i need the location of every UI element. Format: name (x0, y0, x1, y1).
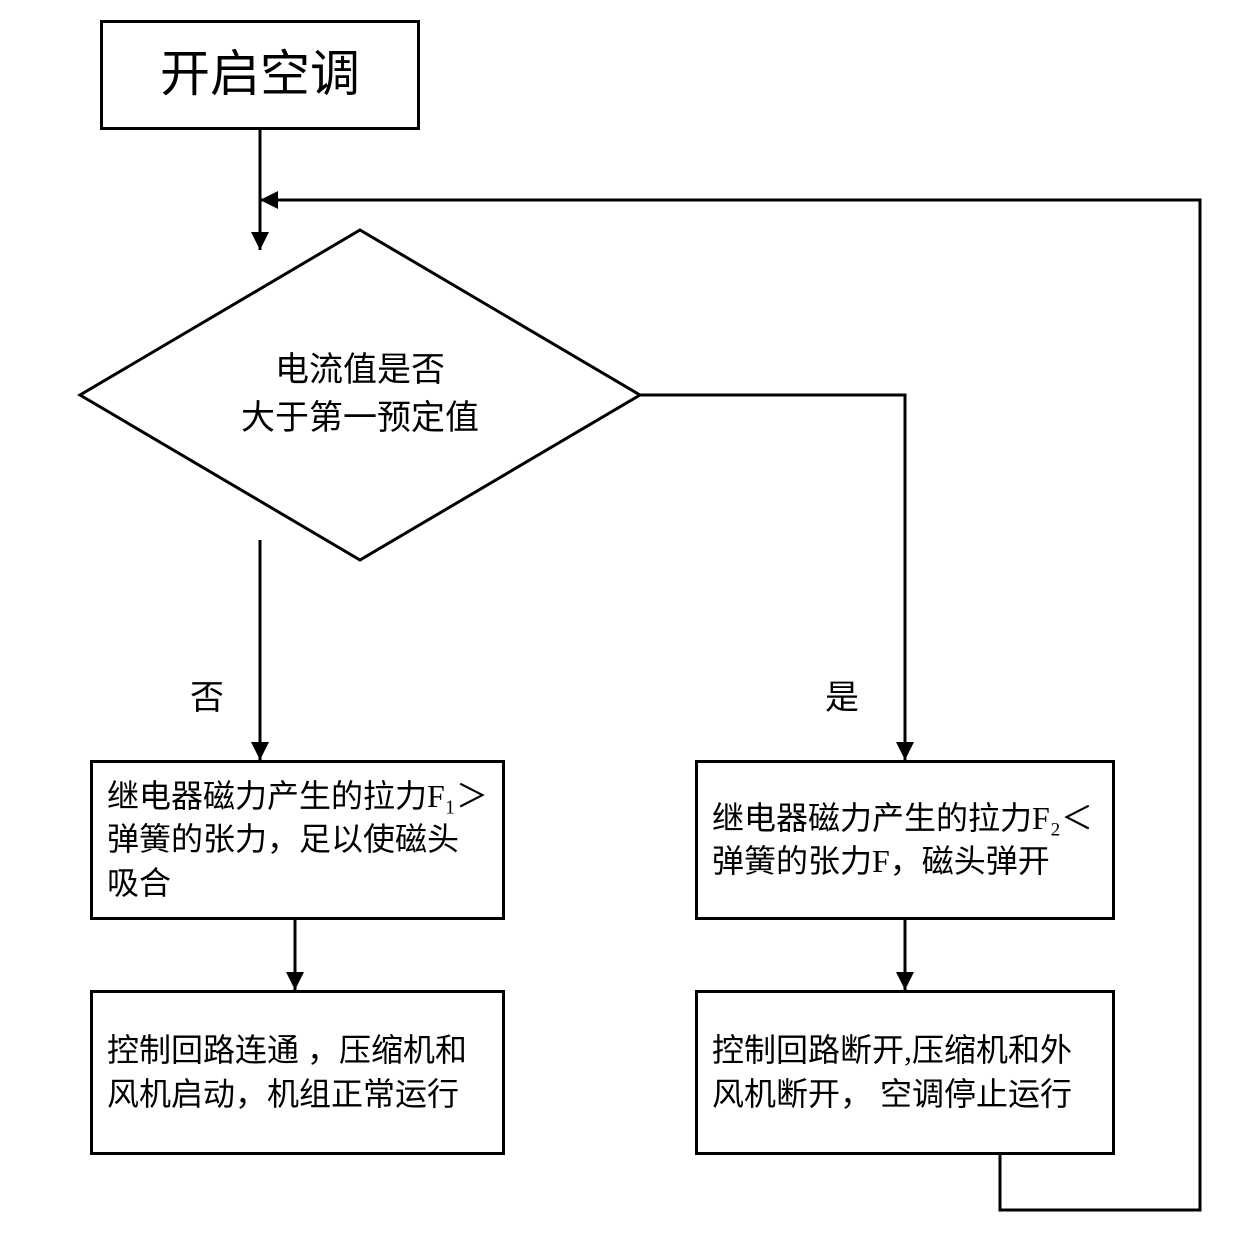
edge-label-yes: 是 (825, 682, 859, 716)
node-start-text: 开启空调 (160, 41, 360, 109)
node-relay-yes-text: 继电器磁力产生的拉力F₂＜弹簧的张力F，磁头弹开 (712, 797, 1098, 883)
node-run-normal-text: 控制回路连通 ，压缩机和风机启动，机组正常运行 (107, 1029, 488, 1115)
node-decision: 电流值是否 大于第一预定值 (80, 347, 640, 442)
node-stop-text: 控制回路断开,压缩机和外风机断开， 空调停止运行 (712, 1029, 1098, 1115)
flowchart-canvas: 开启空调 电流值是否 大于第一预定值 继电器磁力产生的拉力F₁＞弹簧的张力，足以… (0, 0, 1240, 1236)
node-relay-no-text: 继电器磁力产生的拉力F₁＞弹簧的张力，足以使磁头吸合 (107, 775, 488, 905)
edge-label-no: 否 (190, 682, 224, 716)
node-run-normal: 控制回路连通 ，压缩机和风机启动，机组正常运行 (90, 990, 505, 1155)
node-start: 开启空调 (100, 20, 420, 130)
node-relay-yes: 继电器磁力产生的拉力F₂＜弹簧的张力F，磁头弹开 (695, 760, 1115, 920)
node-relay-no: 继电器磁力产生的拉力F₁＞弹簧的张力，足以使磁头吸合 (90, 760, 505, 920)
decision-line1: 电流值是否 (275, 352, 445, 389)
decision-line2: 大于第一预定值 (241, 400, 479, 437)
node-stop: 控制回路断开,压缩机和外风机断开， 空调停止运行 (695, 990, 1115, 1155)
